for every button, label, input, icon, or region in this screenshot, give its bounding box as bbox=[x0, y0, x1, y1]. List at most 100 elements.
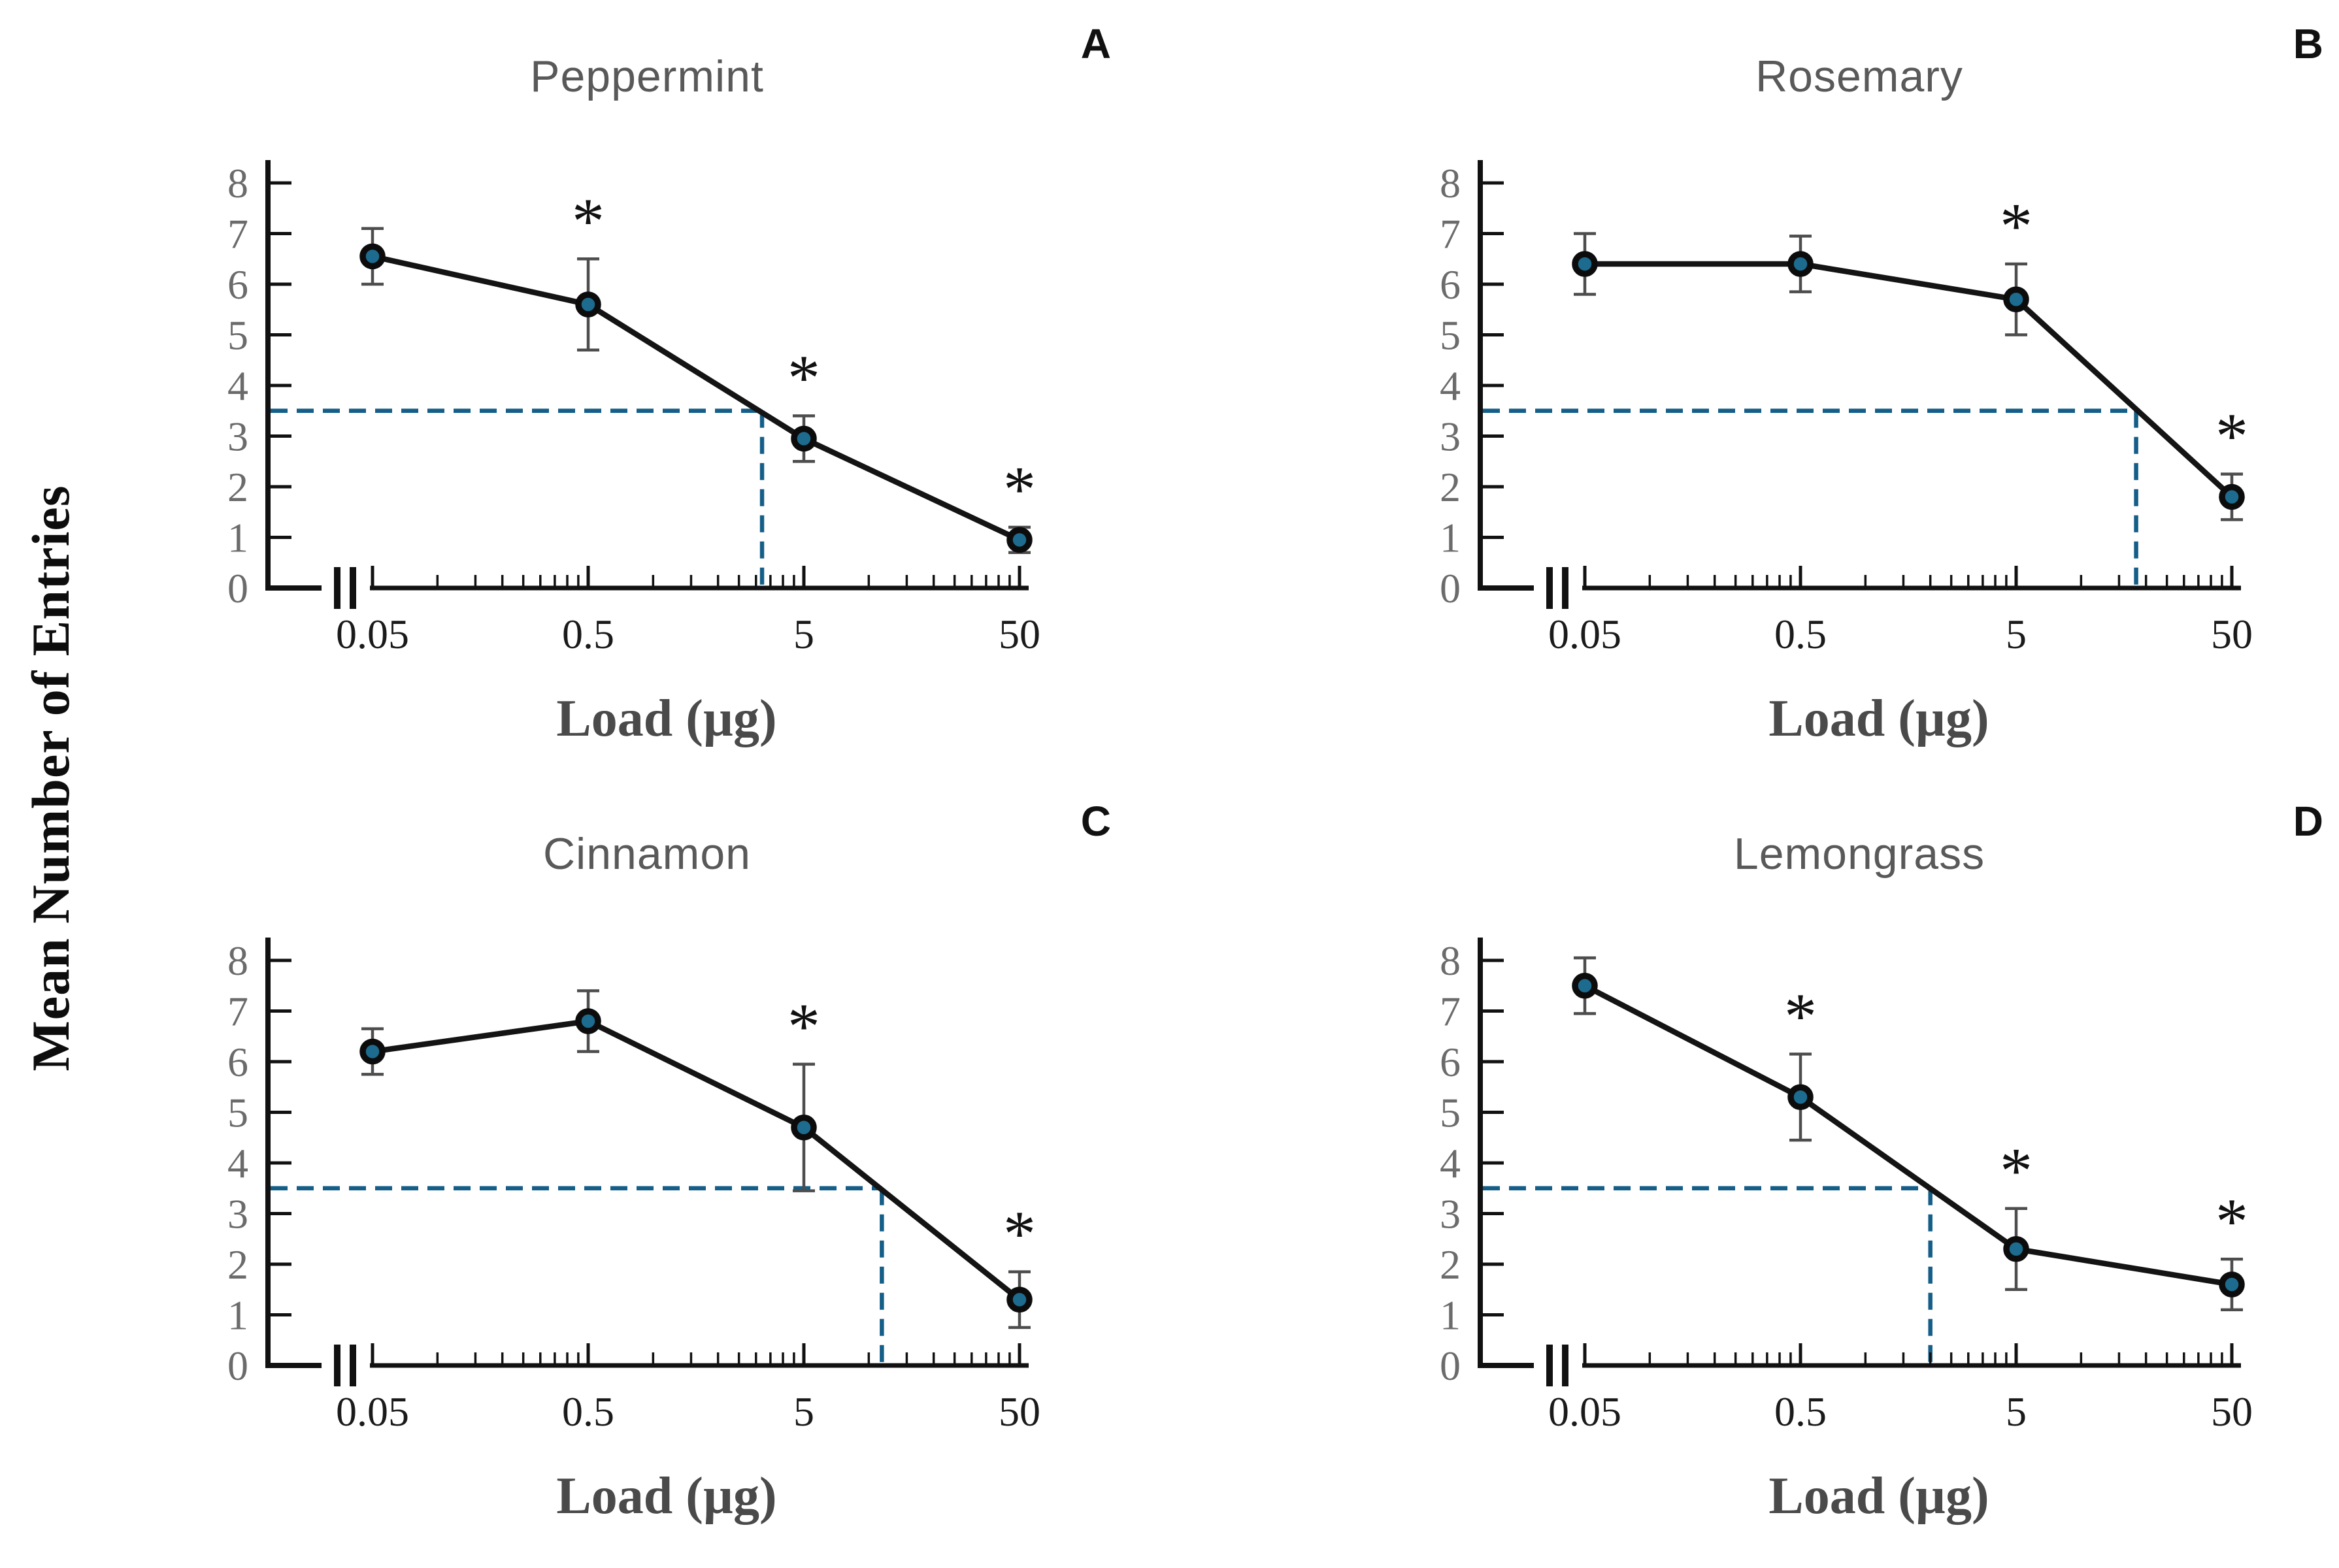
y-tick-label: 2 bbox=[227, 1241, 248, 1288]
y-tick-label: 2 bbox=[1440, 464, 1461, 510]
y-tick-label: 6 bbox=[227, 1039, 248, 1085]
significance-asterisk: * bbox=[2215, 400, 2248, 472]
significance-asterisk: * bbox=[1003, 453, 1036, 525]
data-point-marker bbox=[1787, 251, 1814, 277]
x-tick-label: 50 bbox=[999, 611, 1040, 657]
y-tick-label: 6 bbox=[1440, 261, 1461, 308]
panel-peppermint: A Peppermint 0 1 2 3 4 5 6 7 8 0.05 0.5 5 50 * * * Load… bbox=[157, 13, 1137, 791]
x-axis-title: Load (µg) bbox=[1768, 690, 1989, 747]
x-tick-label: 5 bbox=[793, 1388, 814, 1435]
x-axis-title: Load (µg) bbox=[1768, 1467, 1989, 1525]
x-tick-label: 0.5 bbox=[1774, 611, 1827, 657]
data-point-marker bbox=[2003, 1236, 2029, 1262]
data-point-marker bbox=[1006, 1286, 1033, 1313]
y-tick-label: 4 bbox=[227, 363, 248, 409]
data-line bbox=[369, 253, 1023, 543]
significance-asterisk: * bbox=[2215, 1184, 2248, 1257]
data-point-marker bbox=[575, 291, 601, 318]
y-tick-label: 7 bbox=[1440, 988, 1461, 1035]
significance-asterisk: * bbox=[788, 342, 820, 414]
y-tick-label: 3 bbox=[227, 1191, 248, 1237]
data-point-marker bbox=[791, 1115, 817, 1141]
data-point-marker bbox=[791, 425, 817, 452]
significance-asterisk: * bbox=[1784, 979, 1817, 1052]
y-tick-label: 7 bbox=[227, 211, 248, 257]
x-tick-label: 0.05 bbox=[1548, 611, 1621, 657]
x-tick-label: 5 bbox=[793, 611, 814, 657]
significance-asterisk: * bbox=[788, 990, 820, 1062]
x-tick-label: 5 bbox=[2006, 611, 2027, 657]
y-tick-label: 4 bbox=[227, 1140, 248, 1186]
panel-letter: C bbox=[1080, 798, 1111, 845]
y-axis-title: Mean Number of Entries bbox=[21, 485, 80, 1071]
y-tick-label: 7 bbox=[1440, 211, 1461, 257]
x-tick-label: 0.05 bbox=[1548, 1388, 1621, 1435]
y-tick-label: 8 bbox=[227, 938, 248, 984]
x-tick-label: 5 bbox=[2006, 1388, 2027, 1435]
data-point-marker bbox=[1787, 1084, 1814, 1110]
x-tick-label: 0.5 bbox=[562, 1388, 614, 1435]
significance-asterisk: * bbox=[572, 184, 605, 257]
y-tick-label: 1 bbox=[1440, 1292, 1461, 1339]
x-tick-label: 50 bbox=[2211, 611, 2253, 657]
data-point-marker bbox=[359, 1038, 386, 1065]
y-tick-label: 0 bbox=[227, 565, 248, 612]
y-tick-label: 5 bbox=[227, 1090, 248, 1136]
data-point-marker bbox=[1572, 251, 1598, 277]
y-tick-label: 5 bbox=[227, 312, 248, 359]
data-point-marker bbox=[2003, 286, 2029, 312]
data-point-marker bbox=[359, 243, 386, 270]
x-axis-title: Load (µg) bbox=[556, 690, 777, 747]
x-tick-label: 0.5 bbox=[1774, 1388, 1827, 1435]
panel-title: Peppermint bbox=[530, 52, 764, 101]
y-tick-label: 6 bbox=[227, 261, 248, 308]
y-tick-label: 3 bbox=[1440, 1191, 1461, 1237]
data-line bbox=[1582, 983, 2235, 1288]
y-tick-label: 1 bbox=[227, 515, 248, 561]
y-tick-label: 0 bbox=[1440, 1343, 1461, 1389]
panel-rosemary: B Rosemary 0 1 2 3 4 5 6 7 8 0.05 0.5 5 50 * * Load (µ… bbox=[1369, 13, 2339, 791]
x-tick-label: 0.5 bbox=[562, 611, 614, 657]
data-point-marker bbox=[575, 1008, 601, 1034]
data-point-marker bbox=[1572, 973, 1598, 999]
panel-cinnamon: C Cinnamon 0 1 2 3 4 5 6 7 8 0.05 0.5 5 50 * * Load (µ… bbox=[157, 791, 1137, 1568]
y-tick-label: 8 bbox=[1440, 160, 1461, 206]
panel-lemongrass: D Lemongrass 0 1 2 3 4 5 6 7 8 0.05 0.5 5 50 * * * Load… bbox=[1369, 791, 2339, 1568]
y-tick-label: 4 bbox=[1440, 1140, 1461, 1186]
y-tick-label: 0 bbox=[227, 1343, 248, 1389]
data-line bbox=[1582, 261, 2235, 500]
data-point-marker bbox=[2219, 1271, 2245, 1298]
y-tick-label: 3 bbox=[227, 414, 248, 460]
y-tick-label: 7 bbox=[227, 988, 248, 1035]
data-line bbox=[369, 1018, 1023, 1303]
y-tick-label: 1 bbox=[227, 1292, 248, 1339]
y-tick-label: 8 bbox=[227, 160, 248, 206]
panel-title: Lemongrass bbox=[1733, 829, 1985, 879]
panel-letter: A bbox=[1080, 20, 1111, 67]
x-tick-label: 0.05 bbox=[336, 1388, 409, 1435]
panel-letter: D bbox=[2293, 798, 2323, 845]
x-tick-label: 50 bbox=[2211, 1388, 2253, 1435]
y-tick-label: 5 bbox=[1440, 1090, 1461, 1136]
y-tick-label: 5 bbox=[1440, 312, 1461, 359]
data-point-marker bbox=[1006, 527, 1033, 553]
significance-asterisk: * bbox=[2000, 1134, 2032, 1207]
y-tick-label: 4 bbox=[1440, 363, 1461, 409]
x-axis-title: Load (µg) bbox=[556, 1467, 777, 1525]
y-tick-label: 8 bbox=[1440, 938, 1461, 984]
panel-title: Cinnamon bbox=[543, 829, 751, 879]
x-tick-label: 0.05 bbox=[336, 611, 409, 657]
x-tick-label: 50 bbox=[999, 1388, 1040, 1435]
data-point-marker bbox=[2219, 483, 2245, 510]
y-tick-label: 0 bbox=[1440, 565, 1461, 612]
y-tick-label: 6 bbox=[1440, 1039, 1461, 1085]
y-tick-label: 2 bbox=[1440, 1241, 1461, 1288]
significance-asterisk: * bbox=[2000, 189, 2032, 262]
significance-asterisk: * bbox=[1003, 1198, 1036, 1270]
y-tick-label: 1 bbox=[1440, 515, 1461, 561]
